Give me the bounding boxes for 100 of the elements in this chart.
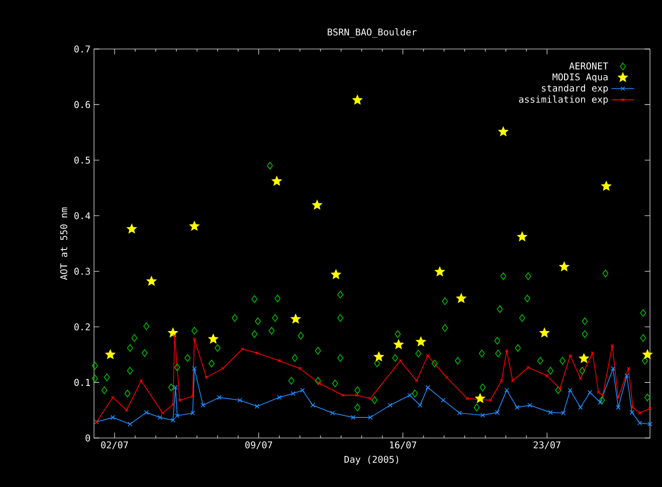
chart-title: BSRN_BAO_Boulder — [328, 28, 417, 38]
point — [341, 393, 345, 397]
point — [255, 351, 259, 355]
legend-label: MODIS Aqua — [552, 73, 608, 82]
point — [350, 415, 356, 420]
point — [300, 388, 305, 393]
point — [388, 402, 392, 408]
point — [558, 386, 562, 390]
point — [480, 412, 486, 418]
point — [568, 354, 572, 358]
point — [128, 422, 132, 426]
point — [276, 395, 282, 400]
point — [368, 415, 373, 420]
point — [192, 366, 197, 371]
point — [630, 410, 634, 415]
y-tick-label: 0.2 — [74, 323, 90, 330]
point — [237, 398, 242, 403]
point — [578, 405, 583, 410]
point — [254, 404, 260, 409]
y-tick-label: 0.1 — [74, 378, 90, 386]
point — [475, 393, 485, 403]
point — [190, 410, 196, 416]
point — [598, 400, 603, 405]
point — [425, 385, 430, 390]
point — [560, 410, 566, 416]
point — [610, 344, 614, 348]
point — [146, 276, 156, 286]
y-tick-label: 0.7 — [74, 45, 90, 53]
point — [398, 359, 402, 362]
y-tick-label: 0 — [86, 434, 90, 442]
point — [216, 395, 222, 400]
x-tick-label: 23/07 — [534, 441, 560, 450]
point — [290, 391, 296, 396]
point — [616, 405, 621, 410]
point — [596, 390, 600, 394]
point — [624, 373, 630, 378]
point — [158, 415, 162, 420]
point — [514, 405, 520, 410]
point — [126, 224, 137, 234]
point — [208, 334, 218, 344]
point — [504, 388, 510, 393]
point — [272, 176, 282, 186]
point — [510, 379, 514, 382]
legend-label: standard exp — [542, 84, 608, 94]
point — [540, 328, 550, 338]
point — [517, 232, 527, 242]
point — [168, 328, 178, 338]
point — [174, 413, 180, 418]
point — [394, 340, 404, 349]
point — [418, 402, 422, 408]
x-axis-title: Day (2005) — [344, 456, 398, 465]
point — [310, 402, 316, 408]
point — [178, 398, 182, 402]
legend-label: assimilation exp — [519, 96, 608, 105]
y-axis-title: AOT at 550 nm — [60, 207, 68, 280]
point — [240, 347, 244, 351]
point — [110, 415, 116, 420]
point — [559, 262, 570, 272]
point — [588, 390, 592, 395]
point — [352, 95, 362, 104]
point — [601, 181, 612, 190]
point — [416, 336, 426, 346]
x-tick-label: 09/07 — [245, 441, 272, 450]
point — [434, 266, 445, 276]
point — [204, 376, 208, 380]
point — [312, 200, 322, 210]
point — [590, 351, 594, 355]
point — [610, 366, 616, 371]
point — [626, 366, 630, 370]
point — [330, 410, 335, 416]
point — [579, 353, 589, 363]
point — [548, 410, 553, 415]
point — [170, 418, 176, 423]
point — [190, 221, 200, 230]
y-tick-label: 0.4 — [74, 212, 90, 220]
point — [144, 410, 149, 415]
point — [331, 270, 341, 279]
point — [190, 394, 194, 398]
point — [498, 126, 508, 136]
y-tick-label: 0.3 — [74, 268, 90, 275]
y-tick-label: 0.5 — [74, 156, 90, 164]
point — [298, 366, 302, 370]
point — [456, 293, 466, 303]
point — [374, 352, 384, 362]
point — [105, 350, 116, 359]
point — [578, 376, 582, 380]
point — [139, 379, 143, 382]
y-tick-label: 0.6 — [74, 101, 90, 108]
point — [457, 410, 462, 416]
point — [192, 337, 196, 341]
point — [290, 314, 300, 324]
point — [407, 392, 412, 398]
point — [601, 393, 605, 397]
point — [111, 396, 115, 400]
point — [504, 349, 508, 352]
legend-label: AERONET — [569, 62, 608, 70]
point — [426, 354, 430, 358]
point — [637, 420, 642, 426]
point — [527, 402, 532, 408]
point — [200, 402, 206, 408]
